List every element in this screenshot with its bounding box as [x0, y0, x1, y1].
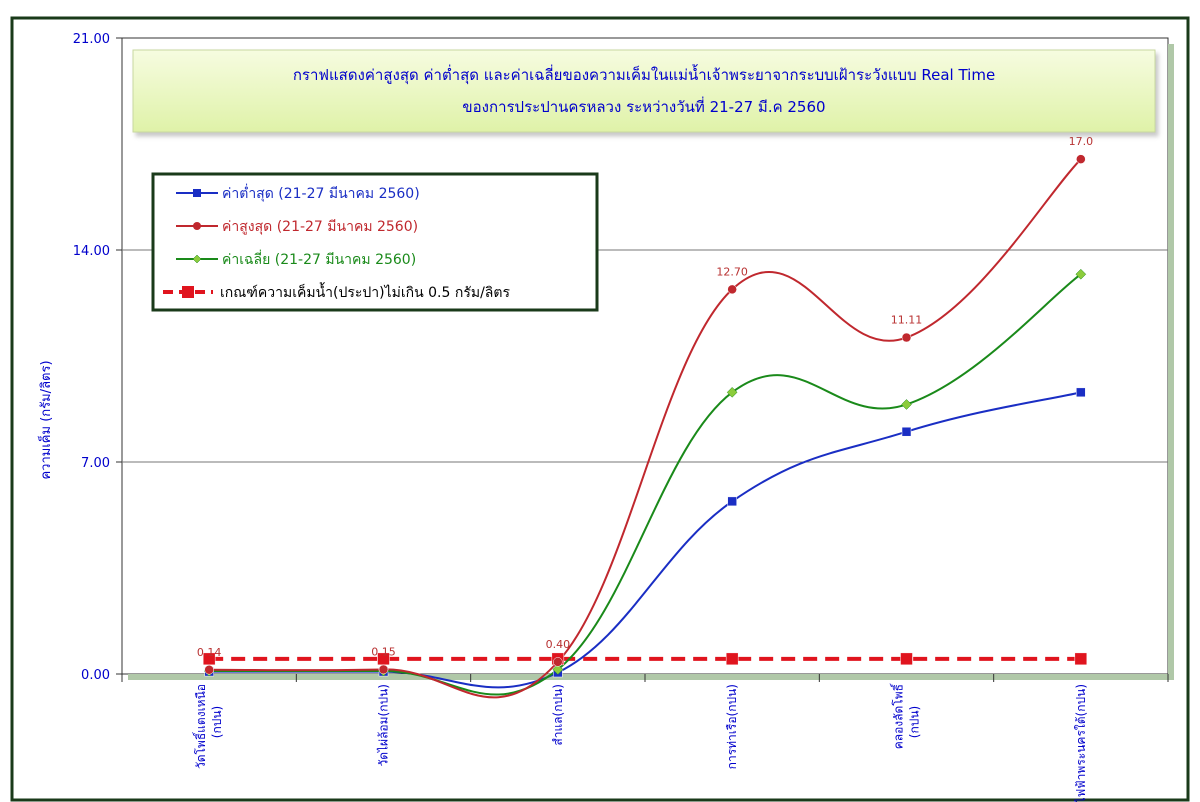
- data-label: 0.14: [197, 646, 222, 659]
- legend-item-avg: ค่าเฉลี่ย (21-27 มีนาคม 2560): [176, 250, 416, 268]
- data-label: 0.40: [546, 638, 571, 651]
- category-label-text: สำแล(กปน): [551, 684, 565, 746]
- marker-layer: [202, 154, 1088, 678]
- legend-swatch-marker: [193, 222, 201, 230]
- y-tick-label: 21.00: [73, 32, 110, 47]
- point-min: [1076, 387, 1086, 398]
- point-avg: [726, 386, 738, 398]
- data-label: 11.11: [891, 314, 923, 327]
- point-max: [553, 657, 563, 667]
- point-max: [378, 664, 389, 675]
- point-criteria: [900, 652, 913, 666]
- legend-swatch-marker: [193, 189, 201, 197]
- category-label: สำแล(กปน): [551, 684, 565, 746]
- chart-subtitle: ของการประปานครหลวง ระหว่างวันที่ 21-27 ม…: [462, 96, 825, 116]
- chart-title-box: กราฟแสดงค่าสูงสุด ค่าต่ำสุด และค่าเฉลี่ย…: [132, 49, 1156, 133]
- data-label: 17.0: [1069, 135, 1094, 148]
- x-axis-category-labels: วัดโพธิ์แตงเหนือ (กปน) วัดไผ่ล้อม(กปน) สำแล…: [192, 682, 1088, 802]
- chart-title: กราฟแสดงค่าสูงสุด ค่าต่ำสุด และค่าเฉลี่ย…: [293, 64, 995, 85]
- category-label-text: วัดไผ่ล้อม(กปน): [377, 684, 391, 767]
- plot-area: [121, 37, 1174, 680]
- x-axis-ticks: [121, 674, 1169, 682]
- category-label-text: คลองลัดโพธิ์ (กปน): [890, 682, 922, 749]
- category-label-text: วัดโพธิ์แตงเหนือ (กปน): [192, 684, 224, 769]
- point-criteria: [725, 652, 739, 666]
- point-max: [727, 284, 737, 295]
- point-max: [1076, 154, 1086, 164]
- point-max: [204, 665, 214, 675]
- chart-legend: ค่าต่ำสุด (21-27 มีนาคม 2560) ค่าสูงสุด (…: [151, 172, 599, 312]
- y-tick-label: 14.00: [73, 244, 110, 259]
- y-tick-label: 7.00: [81, 456, 110, 471]
- plot-shadow-right: [1168, 44, 1174, 680]
- legend-label: ค่าต่ำสุด (21-27 มีนาคม 2560): [222, 184, 420, 202]
- plot-border: [121, 37, 1169, 675]
- point-avg: [901, 399, 912, 410]
- data-label: 12.70: [716, 265, 748, 278]
- category-label-text: การท่าเรือ(กปน): [725, 684, 739, 769]
- legend-item-min: ค่าต่ำสุด (21-27 มีนาคม 2560): [176, 184, 420, 202]
- point-max: [901, 332, 912, 343]
- legend-item-max: ค่าสูงสุด (21-27 มีนาคม 2560): [176, 219, 418, 235]
- legend-label: เกณฑ์ความเค็มน้ำ(ประปา)ไม่เกิน 0.5 กรัม/…: [220, 282, 510, 301]
- category-label: วัดโพธิ์แตงเหนือ (กปน): [192, 684, 224, 769]
- legend-label: ค่าสูงสุด (21-27 มีนาคม 2560): [222, 219, 418, 235]
- plot-shadow-bottom: [128, 674, 1174, 680]
- point-criteria: [202, 652, 216, 666]
- category-label: โรงไฟฟ้าพระนครใต้(กปน): [1074, 684, 1088, 802]
- category-label-text: โรงไฟฟ้าพระนครใต้(กปน): [1074, 684, 1088, 802]
- legend-box: [151, 172, 599, 312]
- legend-label: ค่าเฉลี่ย (21-27 มีนาคม 2560): [222, 250, 416, 268]
- legend-swatch-marker: [192, 254, 202, 264]
- legend-swatch-marker: [182, 286, 194, 298]
- y-tick-label: 0.00: [81, 668, 110, 683]
- y-axis-ticks: 0.00 7.00 14.00 21.00: [73, 32, 110, 683]
- y-axis-label: ความเค็ม (กรัม/ลิตร): [36, 360, 54, 479]
- point-min: [727, 496, 737, 507]
- category-label: คลองลัดโพธิ์ (กปน): [890, 682, 922, 749]
- point-min: [901, 426, 912, 437]
- data-label: 0.15: [371, 645, 396, 658]
- category-label: วัดไผ่ล้อม(กปน): [377, 684, 391, 767]
- data-label-layer: 0.14 0.15 0.40 12.70 11.11 17.0: [197, 135, 1093, 659]
- point-avg: [552, 664, 564, 675]
- point-avg: [1075, 268, 1087, 280]
- point-criteria: [1074, 652, 1088, 666]
- legend-item-criteria: เกณฑ์ความเค็มน้ำ(ประปา)ไม่เกิน 0.5 กรัม/…: [163, 282, 510, 301]
- category-label: การท่าเรือ(กปน): [725, 684, 739, 769]
